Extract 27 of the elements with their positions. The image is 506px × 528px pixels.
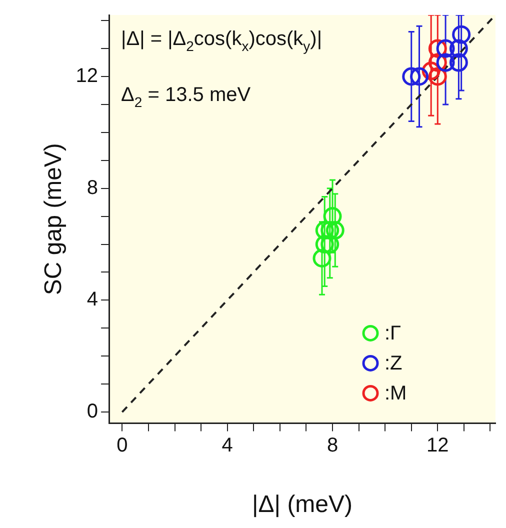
point [410, 67, 429, 86]
legend-label: :Γ [384, 322, 402, 345]
point [449, 53, 468, 72]
x-tick-label: 4 [222, 434, 233, 457]
point [326, 221, 344, 240]
point [315, 235, 334, 254]
legend-label: :Z [384, 352, 402, 375]
x-tick-label: 12 [426, 434, 449, 457]
point [320, 235, 340, 254]
y-tick-label: 8 [86, 176, 98, 199]
point [449, 39, 468, 58]
point [436, 53, 455, 72]
point [315, 221, 334, 240]
x-axis-title: |Δ| (meV) [252, 491, 353, 518]
point [436, 39, 455, 58]
point [320, 221, 340, 240]
point [402, 67, 421, 86]
y-tick-label: 4 [86, 288, 98, 311]
legend-label: :M [384, 382, 407, 405]
y-tick-label: 12 [76, 65, 98, 88]
x-tick-label: 0 [116, 434, 128, 457]
point [323, 207, 342, 226]
point [312, 248, 332, 268]
x-tick-label: 8 [326, 434, 338, 457]
y-tick-label: 0 [86, 400, 98, 423]
y-axis-title: SC gap (meV) [40, 143, 68, 296]
point [452, 25, 471, 44]
